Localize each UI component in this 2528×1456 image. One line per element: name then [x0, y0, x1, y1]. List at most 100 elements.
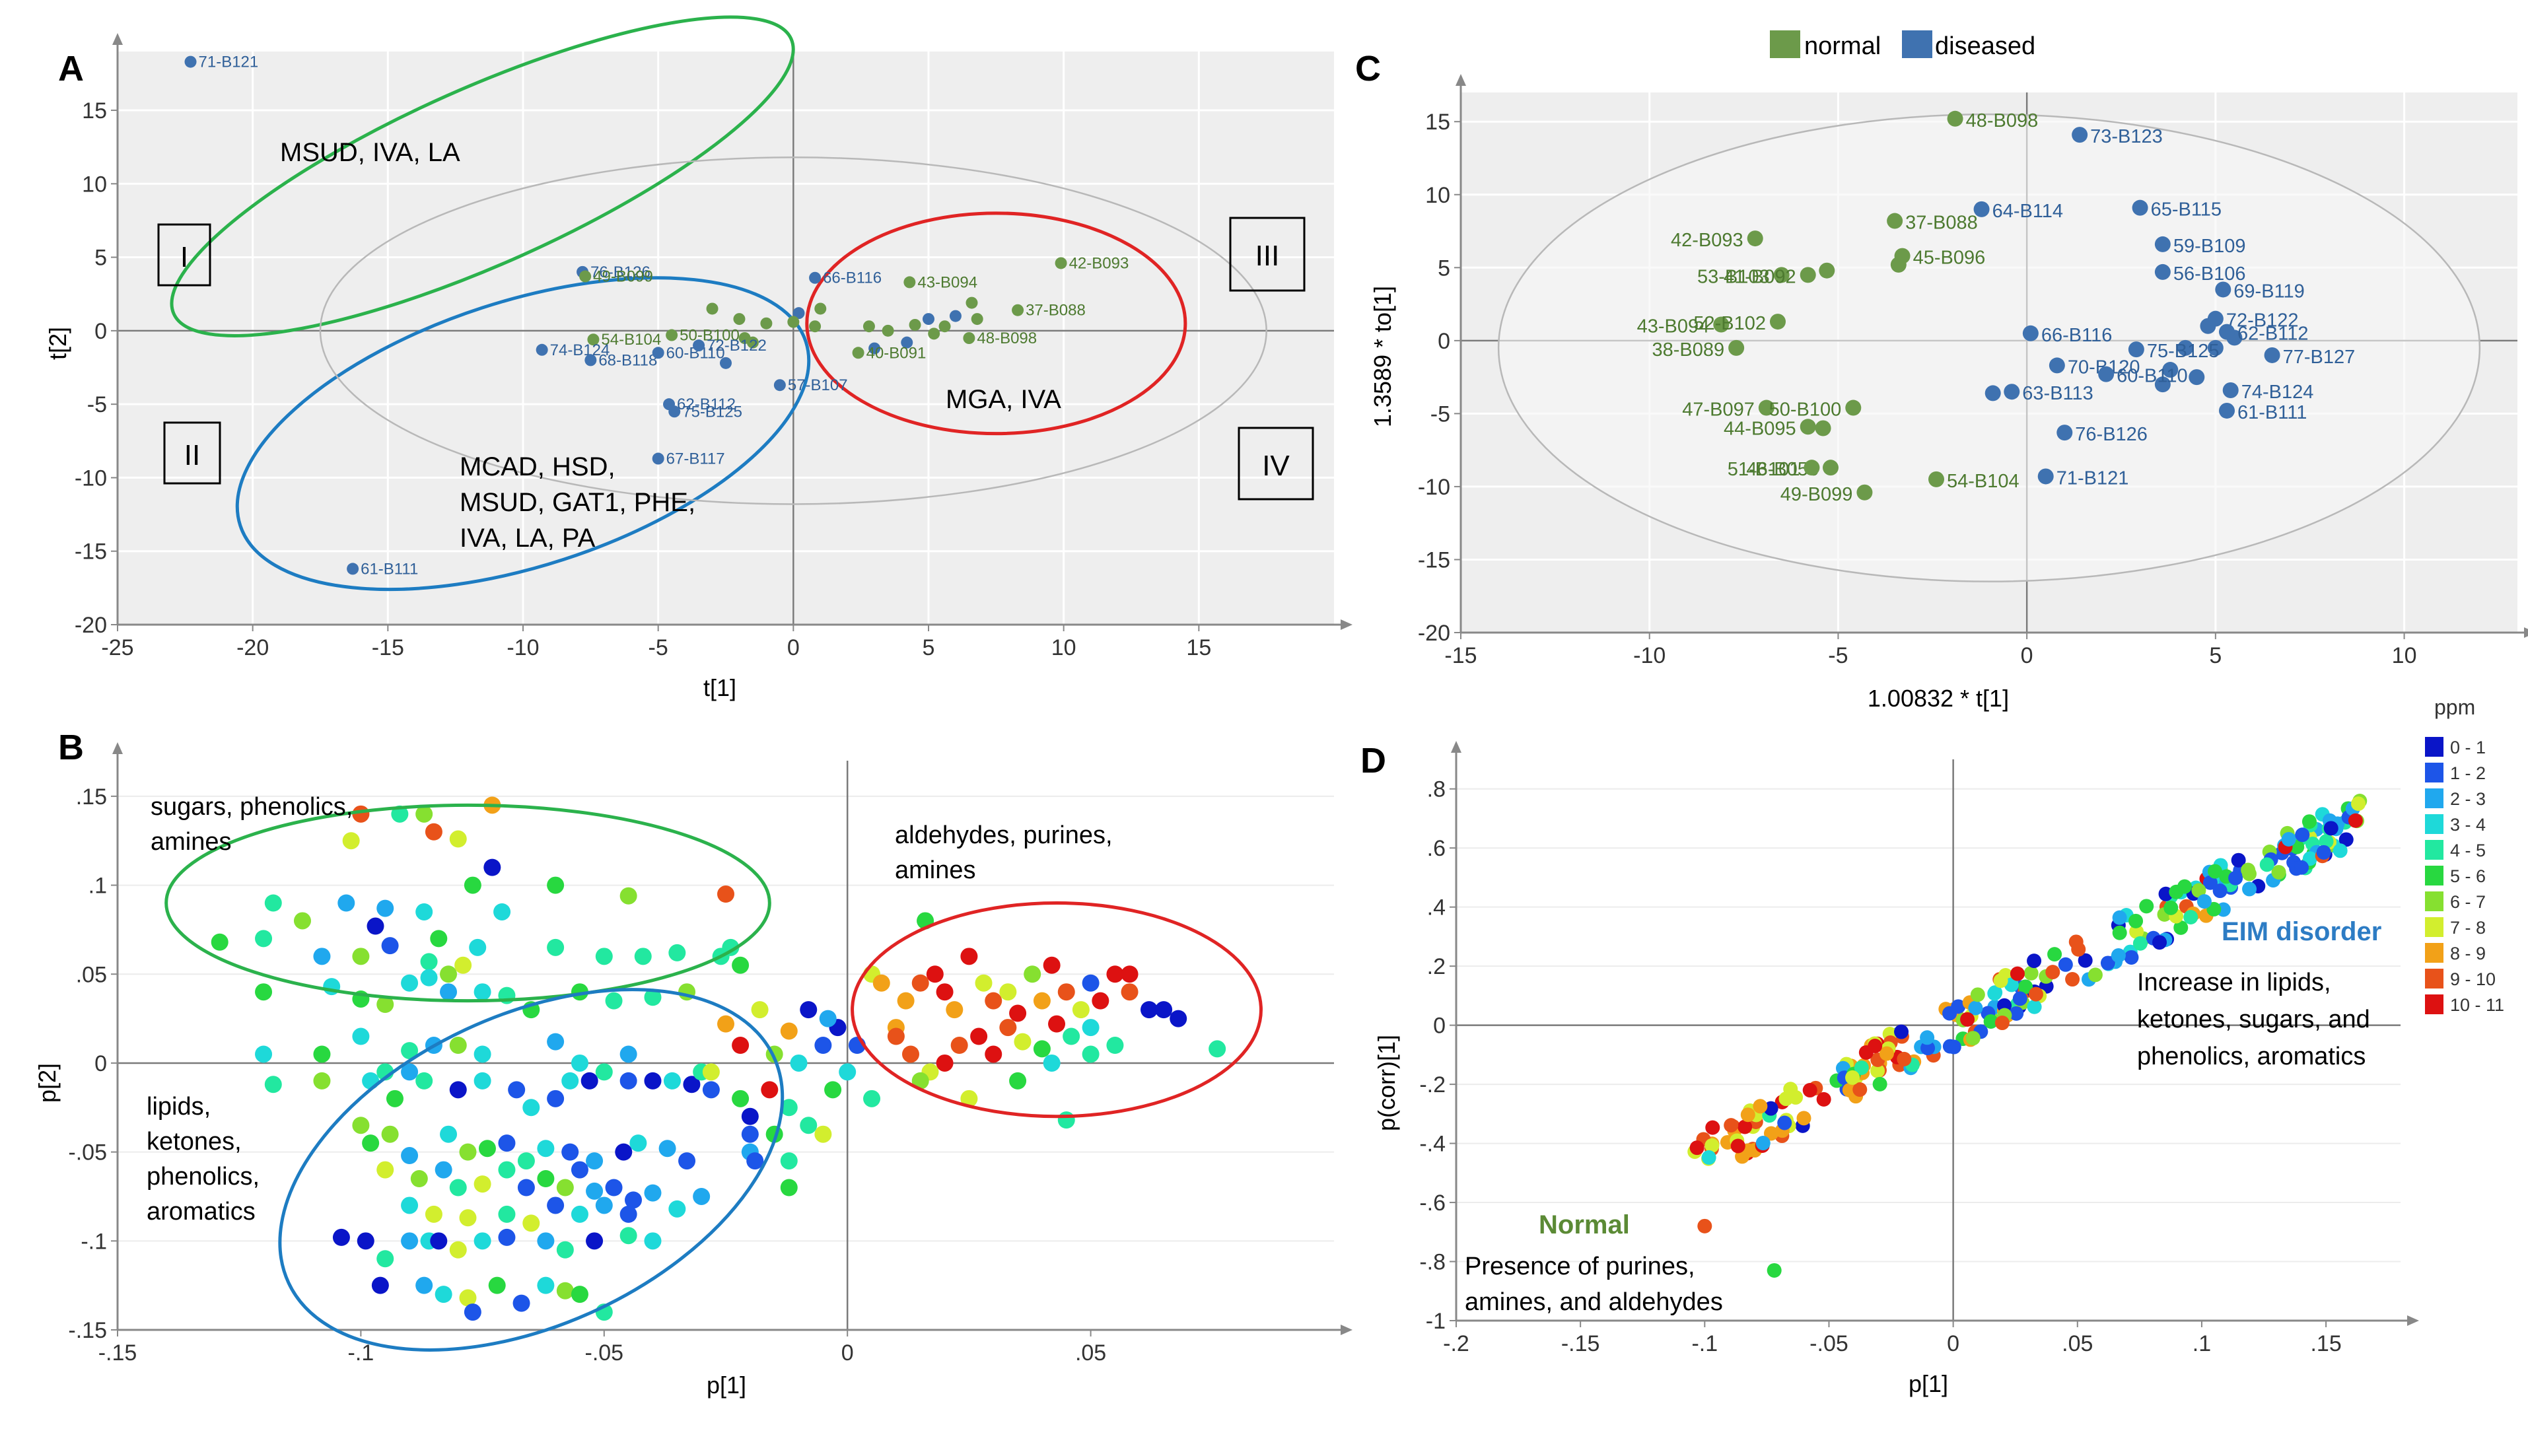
loading-point — [1106, 965, 1124, 983]
score-point — [901, 336, 913, 349]
annotation-lipids-line4: aromatics — [147, 1198, 256, 1226]
loading-point — [211, 933, 228, 951]
loading-point — [1968, 1000, 1983, 1016]
loading-point — [464, 876, 481, 894]
y-tick-label: .1 — [88, 874, 107, 899]
loading-point — [342, 832, 360, 850]
loading-point — [454, 956, 472, 974]
loading-point — [985, 1045, 1002, 1063]
score-point — [868, 342, 881, 355]
loading-point — [2259, 857, 2274, 872]
loading-point — [478, 1140, 496, 1158]
loading-point — [926, 965, 944, 983]
loading-point — [975, 974, 993, 992]
point-label: 77-B127 — [2283, 347, 2356, 368]
legend-normal-swatch — [1770, 30, 1800, 58]
x-tick-label: -20 — [236, 635, 269, 660]
loading-point — [1082, 1045, 1100, 1063]
legend-bin-label: 7 - 8 — [2450, 918, 2486, 938]
loading-point — [401, 1196, 419, 1214]
y-tick-label: 0 — [1438, 329, 1450, 354]
score-point — [2037, 468, 2054, 485]
loading-point — [800, 1001, 818, 1019]
loading-point — [1689, 1140, 1704, 1156]
quadrant-ii-label: II — [184, 439, 200, 471]
x-axis-arrow — [1341, 1325, 1352, 1335]
score-point — [1800, 267, 1816, 283]
loading-point — [517, 1179, 535, 1196]
loading-point — [824, 1081, 842, 1099]
score-point — [693, 339, 705, 352]
score-point — [1984, 385, 2001, 401]
loading-point — [537, 1232, 555, 1250]
loading-point — [732, 956, 750, 974]
annotation-mcad-line2: MSUD, GAT1, PHE, — [460, 488, 695, 517]
x-tick-label: -25 — [101, 635, 133, 660]
loading-point — [464, 1303, 481, 1321]
loading-point — [381, 1125, 399, 1143]
score-point — [706, 302, 719, 315]
x-tick-label: -15 — [372, 635, 404, 660]
y-tick-label: -.15 — [68, 1318, 107, 1343]
panel-d-y-label: p(corr)[1] — [1373, 1035, 1400, 1131]
panel-c-y-label: 1.3589 * to[1] — [1369, 286, 1396, 427]
loading-point — [2202, 875, 2218, 890]
loading-point — [2078, 953, 2093, 968]
quadrant-iii-label: III — [1255, 240, 1280, 272]
annotation-mcad-line3: IVA, LA, PA — [460, 524, 596, 553]
point-label: 61-B111 — [361, 560, 418, 578]
panel-d-x-label: p[1] — [1909, 1370, 1948, 1397]
loading-point — [2323, 821, 2338, 836]
loading-point — [264, 1076, 282, 1093]
y-tick-label: -15 — [1418, 547, 1450, 572]
loading-point — [2242, 882, 2257, 897]
annotation-sugars-line1: sugars, phenolics, — [151, 793, 353, 821]
y-axis-arrow — [1456, 74, 1466, 86]
x-axis-arrow — [2407, 1315, 2419, 1326]
loading-point — [449, 1037, 467, 1054]
panel-c-ellipses — [1497, 113, 2481, 582]
score-point — [1887, 213, 1903, 229]
y-tick-label: 5 — [94, 246, 107, 271]
score-point — [809, 271, 822, 284]
score-point — [1928, 471, 1944, 487]
loading-point — [872, 974, 890, 992]
annotation-lipids-line1: lipids, — [147, 1093, 211, 1121]
loading-point — [595, 1063, 613, 1081]
green-ellipse — [164, 803, 771, 1003]
loading-point — [376, 899, 394, 917]
loading-point — [1043, 956, 1061, 974]
loading-point — [668, 1200, 686, 1218]
point-label: 41-B092 — [1724, 266, 1796, 287]
loading-point — [2018, 979, 2033, 994]
x-tick-label: -10 — [507, 635, 539, 660]
score-point — [882, 324, 894, 337]
loading-point — [1983, 1014, 1998, 1029]
point-label: 54-B104 — [1947, 471, 2019, 492]
loading-point — [2348, 813, 2363, 828]
x-tick-label: -.1 — [1691, 1331, 1718, 1356]
score-point — [2207, 339, 2224, 356]
loading-point — [440, 1125, 458, 1143]
loading-point — [362, 1134, 380, 1152]
loading-point — [440, 983, 458, 1001]
loading-point — [2333, 843, 2348, 858]
score-point — [652, 452, 664, 465]
loading-point — [936, 983, 954, 1001]
y-tick-label: -.6 — [1419, 1191, 1446, 1216]
point-label: 40-B091 — [866, 344, 927, 362]
loading-point — [2132, 936, 2148, 951]
score-point — [923, 313, 934, 326]
loading-point — [2169, 884, 2184, 899]
loading-point — [1724, 1118, 1739, 1133]
loading-point — [863, 1090, 881, 1107]
loading-point — [1854, 1060, 1869, 1075]
loading-point — [547, 1033, 565, 1051]
loading-point — [644, 1184, 662, 1202]
point-label: 42-B093 — [1671, 230, 1743, 251]
loading-point — [732, 1037, 750, 1054]
loading-point — [1740, 1107, 1755, 1123]
quadrant-i-label: I — [180, 241, 188, 273]
